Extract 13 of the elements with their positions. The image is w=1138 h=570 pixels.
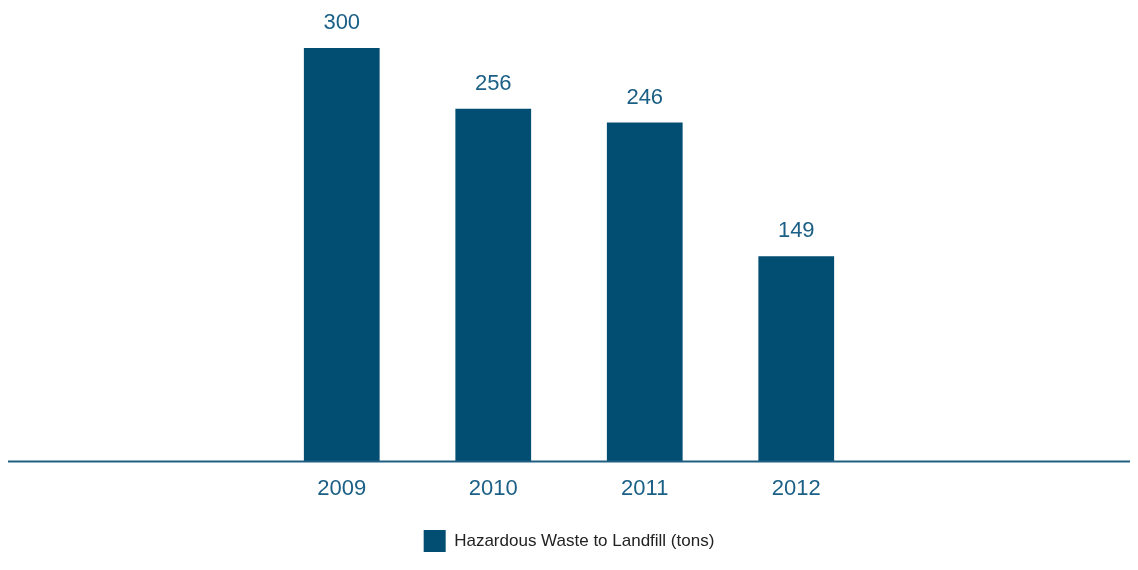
legend-label: Hazardous Waste to Landfill (tons) bbox=[454, 530, 715, 550]
bar bbox=[606, 122, 683, 462]
bar bbox=[303, 48, 380, 462]
data-label: 149 bbox=[777, 217, 815, 243]
x-tick-label: 2011 bbox=[621, 474, 669, 500]
bar bbox=[455, 108, 532, 462]
bar bbox=[758, 256, 835, 462]
data-label: 246 bbox=[626, 83, 664, 109]
x-tick-label: 2010 bbox=[468, 474, 518, 500]
data-label: 256 bbox=[474, 69, 512, 95]
x-tick-label: 2012 bbox=[771, 474, 821, 500]
data-label: 300 bbox=[323, 9, 361, 35]
x-tick-label: 2009 bbox=[317, 474, 367, 500]
